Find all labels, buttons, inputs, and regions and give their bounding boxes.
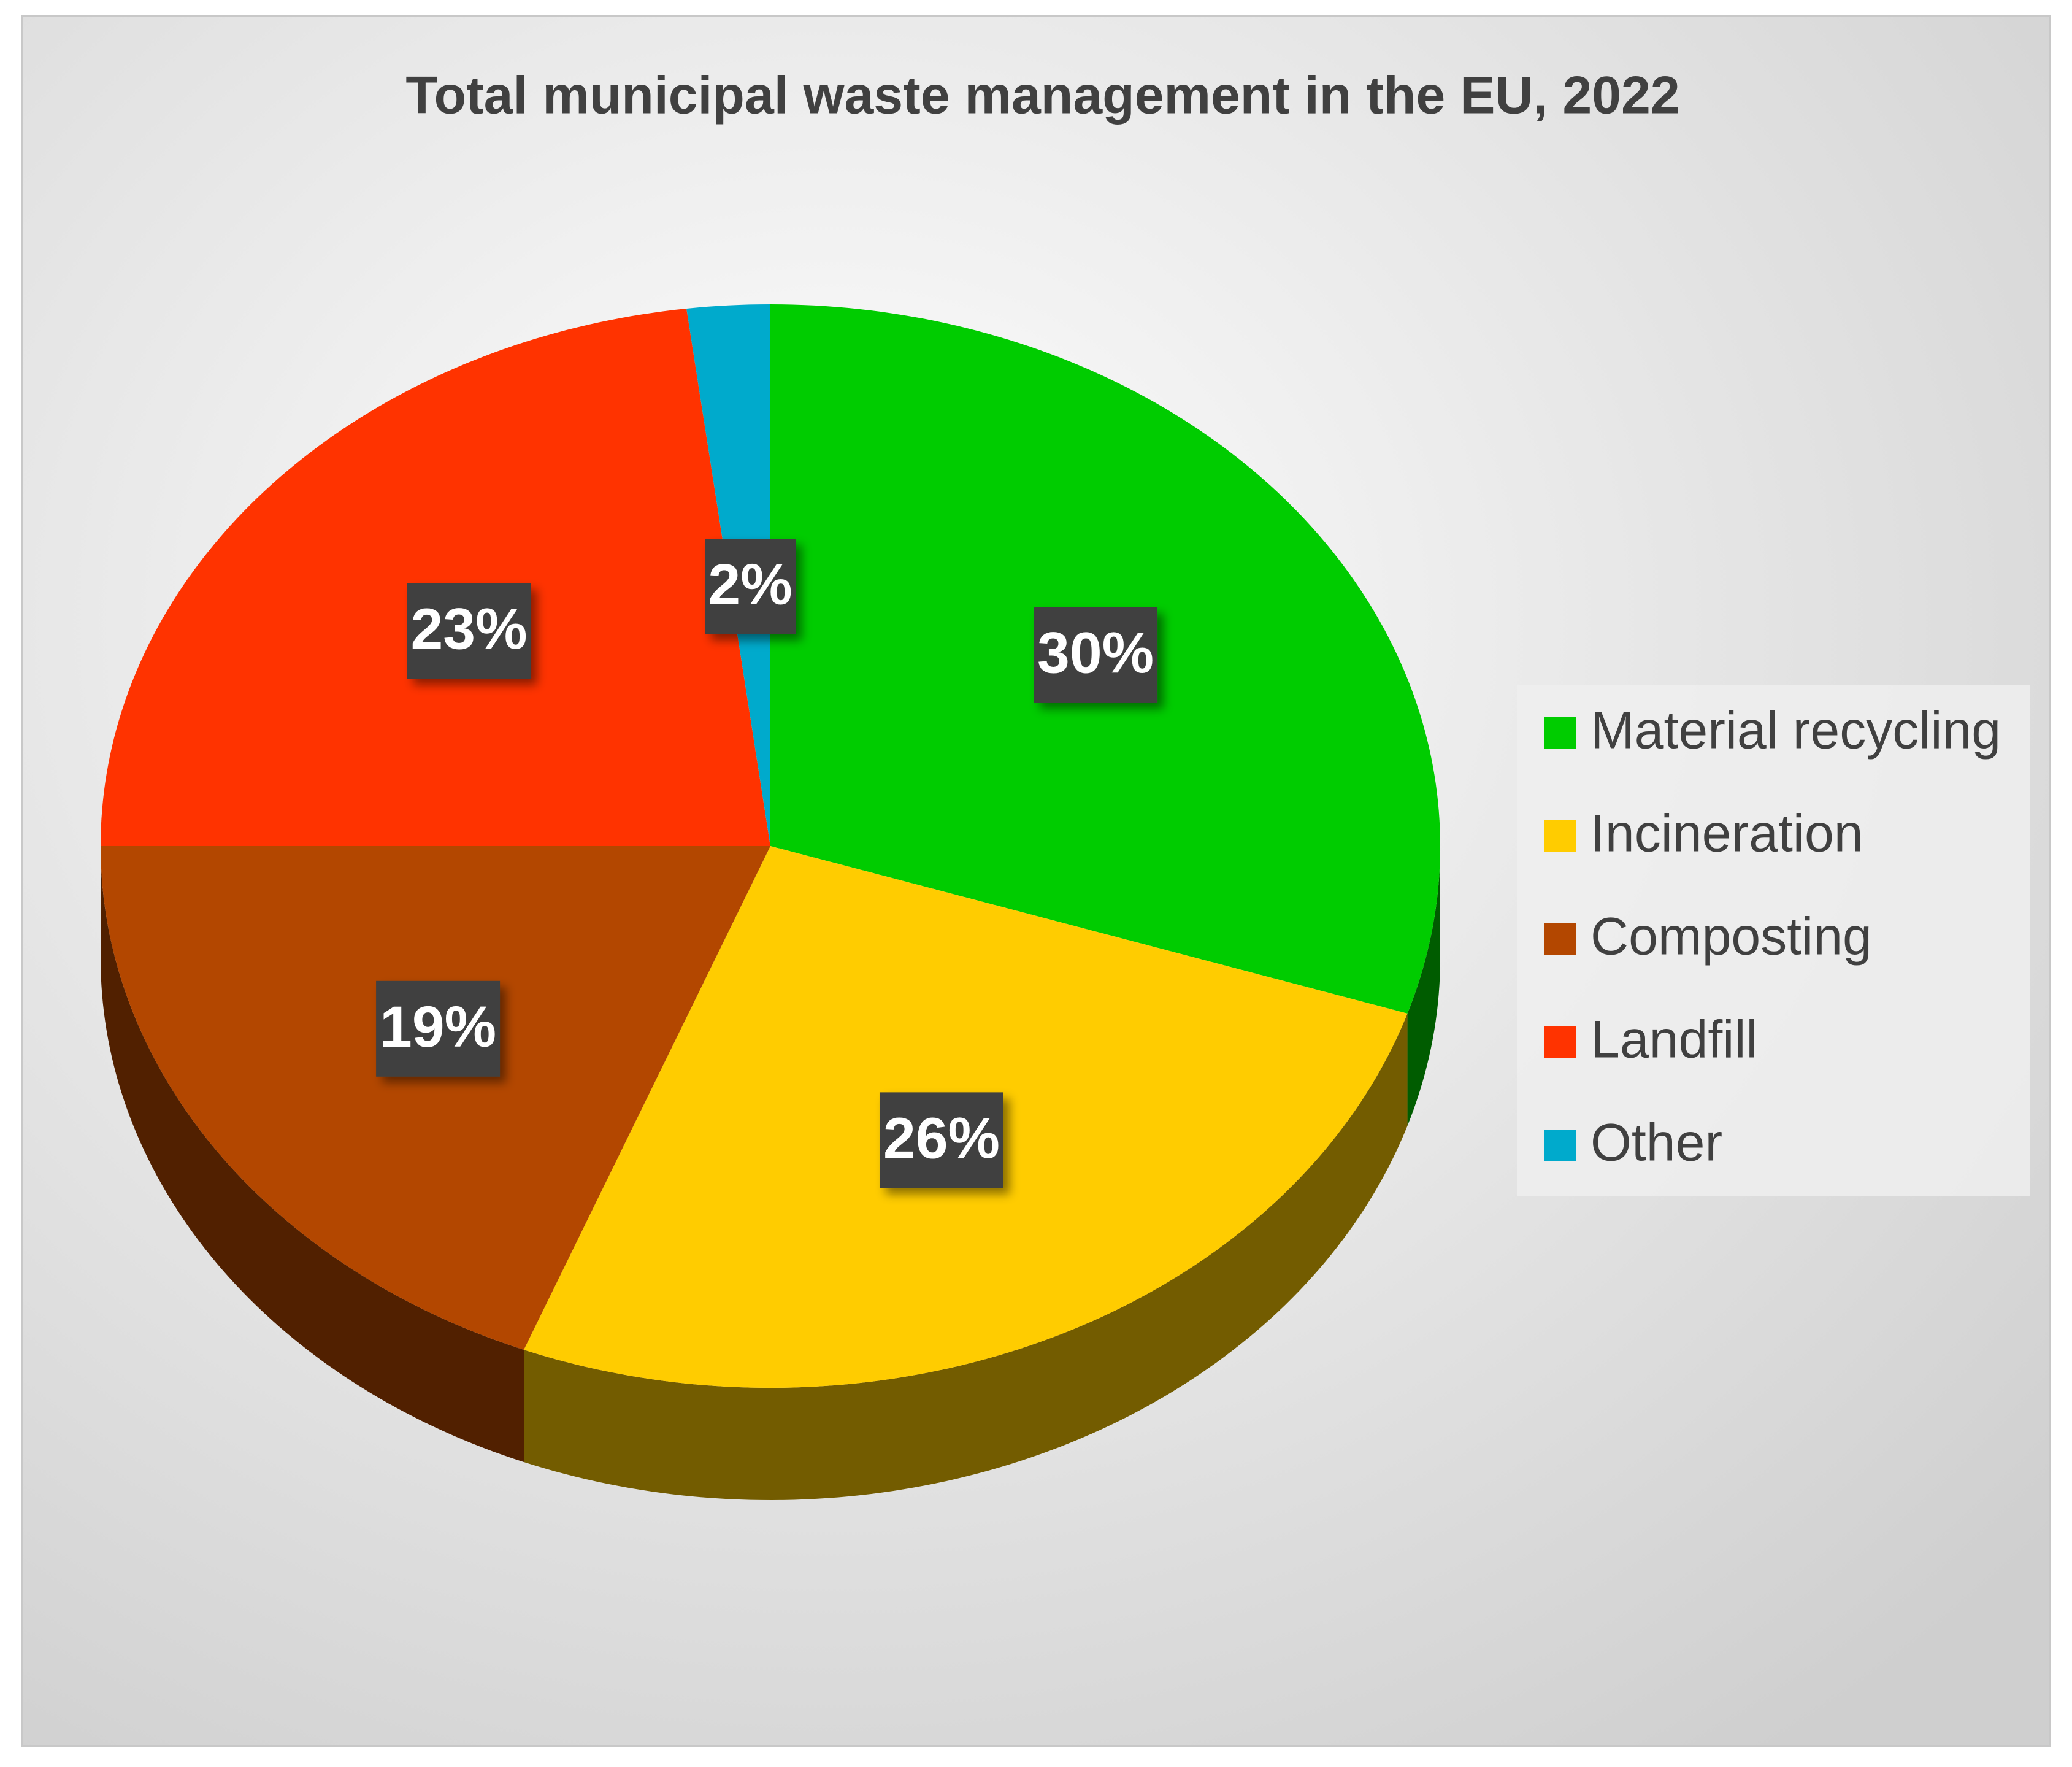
data-label: 30% <box>1037 621 1154 686</box>
legend-swatch <box>1544 923 1576 955</box>
legend-swatch <box>1544 717 1576 749</box>
slice <box>101 846 770 1350</box>
legend-label: Other <box>1590 1114 1722 1172</box>
data-label-box <box>705 538 796 634</box>
data-label-box <box>879 1092 1003 1188</box>
data-label-box <box>407 583 531 679</box>
data-label: 23% <box>410 597 527 662</box>
legend-swatch <box>1544 1026 1576 1058</box>
pie: 30% 26% 19% 23% 2% <box>101 304 1440 1500</box>
legend-box <box>1517 685 2030 1196</box>
slice <box>101 308 770 846</box>
legend-label: Composting <box>1590 907 1872 966</box>
legend-label: Incineration <box>1590 804 1863 863</box>
legend-swatch <box>1544 1130 1576 1161</box>
data-label-box <box>1034 607 1158 703</box>
legend-label: Material recycling <box>1590 701 2001 760</box>
data-label: 26% <box>883 1106 1000 1171</box>
data-label: 2% <box>708 552 792 617</box>
legend-swatch <box>1544 820 1576 852</box>
slice-side <box>1407 846 1440 1126</box>
legend-label: Landfill <box>1590 1011 1758 1069</box>
chart-title: Total municipal waste management in the … <box>405 66 1679 125</box>
slice-side <box>101 846 524 1462</box>
data-label: 19% <box>380 995 496 1060</box>
data-label-box <box>376 980 501 1077</box>
slice-side <box>524 1013 1408 1500</box>
legend: Material recycling Incineration Composting… <box>1544 701 2001 1172</box>
